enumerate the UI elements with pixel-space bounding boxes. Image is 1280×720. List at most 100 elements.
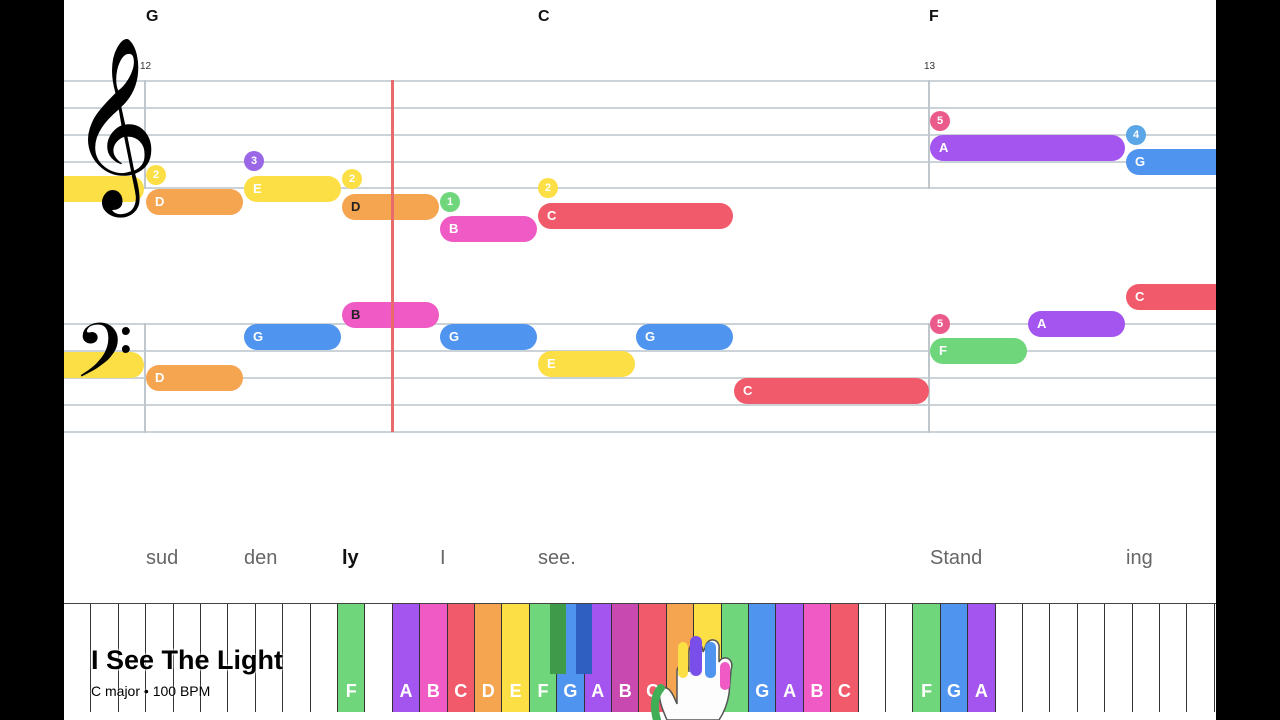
key-label: B (618, 681, 632, 701)
piano-white-key[interactable] (995, 604, 1023, 712)
piano-white-key[interactable] (886, 604, 914, 712)
chord-label: F (929, 8, 939, 25)
key-label: G (755, 681, 770, 701)
piano-white-key[interactable] (201, 604, 229, 712)
finger-number-badge: 1 (440, 192, 460, 212)
measure-number: 13 (924, 61, 936, 72)
piano-white-key[interactable] (1160, 604, 1188, 712)
piano-white-key[interactable]: G (749, 604, 777, 712)
playhead-cursor[interactable] (391, 80, 394, 432)
key-label: G (563, 681, 578, 701)
measure-number: 12 (140, 61, 152, 72)
note-bar (64, 176, 144, 202)
piano-white-key[interactable]: A (392, 604, 421, 712)
piano-white-key[interactable]: D (475, 604, 503, 712)
piano-white-key[interactable] (1050, 604, 1078, 712)
piano-white-key[interactable]: B (420, 604, 448, 712)
piano-white-key[interactable] (64, 604, 92, 712)
finger-number-badge: 5 (930, 314, 950, 334)
piano-white-key[interactable]: F (338, 604, 366, 712)
note-bar (64, 352, 144, 378)
note-bar: C (734, 378, 929, 404)
lyric-syllable-current: ly (342, 547, 359, 569)
piano-white-key[interactable] (1132, 604, 1160, 712)
piano-white-key[interactable] (228, 604, 256, 712)
bar-line (928, 323, 930, 433)
piano-white-key[interactable]: A (968, 604, 996, 712)
sheet-music-stage: G C F 12 13 𝄞 𝄢 D E D B C A G 2 3 2 1 2 … (64, 0, 1216, 720)
note-bar: E (538, 351, 635, 377)
finger-number-badge: 2 (146, 165, 166, 185)
finger-number-badge: 4 (1126, 125, 1146, 145)
finger-number-badge: 3 (244, 151, 264, 171)
note-bar: F (930, 338, 1027, 364)
chord-label: C (538, 8, 550, 25)
piano-white-key[interactable]: A (776, 604, 804, 712)
piano-white-key[interactable] (1187, 604, 1215, 712)
note-bar: G (1126, 149, 1216, 175)
piano-white-key[interactable]: F (913, 604, 941, 712)
chord-label: G (146, 8, 159, 25)
piano-black-key[interactable] (550, 604, 566, 674)
note-bar: D (146, 189, 243, 215)
key-label: F (345, 681, 357, 701)
staff-line (64, 323, 1216, 325)
staff-line (64, 161, 1216, 163)
staff-line (64, 431, 1216, 433)
note-bar: A (930, 135, 1125, 161)
piano-white-key[interactable]: C (447, 604, 475, 712)
note-bar: A (1028, 311, 1125, 337)
piano-white-key[interactable] (283, 604, 311, 712)
key-label: C (454, 681, 468, 701)
note-bar: B (342, 302, 439, 328)
piano-white-key[interactable] (1023, 604, 1051, 712)
piano-white-key[interactable]: C (831, 604, 859, 712)
piano-black-key[interactable] (576, 604, 592, 674)
key-label: E (509, 681, 522, 701)
piano-white-key[interactable] (118, 604, 147, 712)
key-label: A (591, 681, 605, 701)
song-title: I See The Light (91, 645, 284, 675)
song-info: C major • 100 BPM (91, 683, 210, 699)
separator: • (143, 683, 149, 699)
piano-white-key[interactable] (146, 604, 174, 712)
staff-line (64, 80, 1216, 82)
piano-white-key[interactable]: E (502, 604, 530, 712)
piano-white-key[interactable] (1077, 604, 1106, 712)
key-label: B (426, 681, 440, 701)
staff-line (64, 377, 1216, 379)
piano-white-key[interactable] (173, 604, 201, 712)
piano-white-key[interactable]: G (940, 604, 969, 712)
staff-line (64, 350, 1216, 352)
note-bar: E (244, 176, 341, 202)
bar-line (144, 80, 146, 189)
key-label: F (921, 681, 933, 701)
staff-line (64, 107, 1216, 109)
finger-number-badge: 2 (538, 178, 558, 198)
piano-white-key[interactable] (310, 604, 338, 712)
song-tempo: 100 BPM (152, 683, 211, 699)
piano-white-key[interactable] (1105, 604, 1133, 712)
bar-line (928, 80, 930, 189)
piano-white-key[interactable]: B (612, 604, 640, 712)
piano-white-key[interactable]: B (803, 604, 832, 712)
note-bar: G (440, 324, 537, 350)
piano-white-key[interactable] (91, 604, 119, 712)
note-bar: C (538, 203, 733, 229)
bass-clef-icon: 𝄢 (74, 307, 134, 414)
key-label: A (399, 681, 413, 701)
key-label: A (783, 681, 797, 701)
lyric-syllable: den (244, 547, 278, 569)
key-label: B (810, 681, 824, 701)
key-label: G (946, 681, 961, 701)
piano-white-key[interactable] (255, 604, 284, 712)
bar-line (144, 323, 146, 433)
lyric-syllable: ing (1126, 547, 1153, 569)
piano-white-key[interactable] (365, 604, 393, 712)
hand-icon (650, 636, 733, 720)
piano-white-key[interactable] (858, 604, 886, 712)
lyric-syllable: sud (146, 547, 179, 569)
key-label: C (837, 681, 851, 701)
lyric-syllable: I (440, 547, 446, 569)
